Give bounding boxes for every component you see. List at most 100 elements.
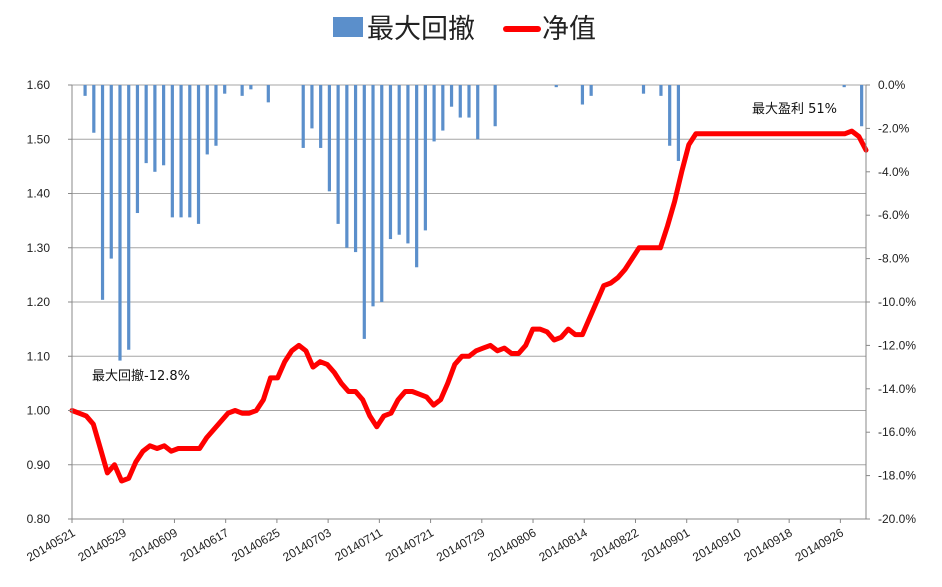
drawdown-bar <box>345 85 349 248</box>
drawdown-bar <box>449 85 454 107</box>
drawdown-bar <box>441 85 445 131</box>
drawdown-bar <box>319 85 323 148</box>
x-tick-label: 20140529 <box>75 525 129 564</box>
drawdown-bar <box>327 85 331 192</box>
drawdown-bar <box>153 85 157 172</box>
drawdown-bar <box>371 85 375 307</box>
drawdown-bar <box>493 85 497 127</box>
x-tick-label: 20140918 <box>741 525 795 564</box>
drawdown-bar <box>205 85 209 155</box>
x-tick-label: 20140521 <box>24 525 78 564</box>
drawdown-bars <box>83 85 864 361</box>
x-tick-label: 20140926 <box>793 525 847 564</box>
right-tick-label: -6.0% <box>878 208 910 222</box>
drawdown-bar <box>676 85 681 161</box>
x-tick-label: 20140703 <box>280 525 334 564</box>
left-tick-label: 0.80 <box>27 512 51 526</box>
drawdown-bar <box>127 85 131 350</box>
x-tick-label: 20140814 <box>537 525 591 564</box>
drawdown-bar <box>162 85 166 166</box>
x-tick-label: 20140721 <box>383 525 437 564</box>
drawdown-bar <box>432 85 436 142</box>
drawdown-bar <box>109 85 113 259</box>
drawdown-bar <box>388 85 393 240</box>
x-tick-label: 20140625 <box>229 525 283 564</box>
legend-drawdown-swatch <box>333 17 363 37</box>
drawdown-bar <box>659 85 663 96</box>
left-tick-label: 1.40 <box>27 187 51 201</box>
drawdown-bar <box>310 85 314 129</box>
drawdown-bar <box>301 85 305 148</box>
drawdown-bar <box>589 85 593 96</box>
right-tick-label: -20.0% <box>878 512 916 526</box>
x-tick-label: 20140806 <box>485 525 539 564</box>
x-tick-label: 20140609 <box>127 525 181 564</box>
drawdown-bar <box>223 85 227 94</box>
drawdown-bar <box>249 85 253 90</box>
left-tick-label: 1.60 <box>27 78 51 92</box>
right-tick-label: -4.0% <box>878 165 910 179</box>
right-tick-label: -18.0% <box>878 469 916 483</box>
x-tick-label: 20140901 <box>639 525 693 564</box>
drawdown-bar <box>188 85 192 218</box>
drawdown-bar <box>214 85 218 146</box>
drawdown-bar <box>196 85 201 224</box>
drawdown-bar <box>100 85 105 300</box>
drawdown-bar <box>118 85 122 361</box>
x-axis-tick-labels: 2014052120140529201406092014061720140625… <box>24 525 846 564</box>
nav-line <box>69 128 869 484</box>
right-tick-label: 0.0% <box>878 78 906 92</box>
drawdown-bar <box>467 85 471 118</box>
annotation-max-profit: 最大盈利 51% <box>752 102 837 117</box>
axes <box>68 84 870 523</box>
right-tick-label: -8.0% <box>878 252 910 266</box>
drawdown-bar <box>362 85 366 339</box>
right-tick-label: -10.0% <box>878 295 916 309</box>
drawdown-bar <box>554 85 558 88</box>
drawdown-bar <box>380 85 384 302</box>
nav-line-group <box>69 128 869 484</box>
x-tick-label: 20140910 <box>690 525 744 564</box>
drawdown-bar <box>92 85 96 133</box>
drawdown-bar <box>353 85 358 253</box>
drawdown-bar <box>458 85 462 118</box>
right-tick-label: -16.0% <box>878 425 916 439</box>
right-axis-tick-labels: 0.0% -2.0% -4.0% -6.0% -8.0% -10.0% -12.0% -14.… <box>878 78 916 526</box>
drawdown-bar <box>336 85 340 224</box>
right-tick-label: -2.0% <box>878 121 910 135</box>
drawdown-bar <box>179 85 183 218</box>
drawdown-bar <box>580 85 585 105</box>
drawdown-bar <box>842 85 846 88</box>
legend: 最大回撤 净值 <box>333 14 596 45</box>
left-axis-tick-labels: 0.80 0.90 1.00 1.10 1.20 1.30 1.40 1.50 1.60 <box>27 78 51 526</box>
x-tick-label: 20140729 <box>434 525 488 564</box>
legend-drawdown-label: 最大回撤 <box>367 14 475 45</box>
drawdown-bar <box>423 85 427 231</box>
drawdown-bar <box>415 85 419 268</box>
drawdown-bar <box>476 85 480 140</box>
left-tick-label: 1.10 <box>27 349 51 363</box>
annotation-max-drawdown: 最大回撤-12.8% <box>92 368 190 384</box>
left-tick-label: 1.50 <box>27 132 51 146</box>
x-tick-label: 20140617 <box>178 525 232 564</box>
legend-nav-label: 净值 <box>542 14 596 45</box>
drawdown-bar <box>83 85 87 96</box>
left-tick-label: 1.00 <box>27 404 51 418</box>
x-tick-label: 20140822 <box>588 525 642 564</box>
drawdown-bar <box>135 85 140 214</box>
drawdown-bar <box>668 85 672 146</box>
drawdown-bar <box>397 85 401 235</box>
drawdown-bar <box>406 85 410 244</box>
drawdown-bar <box>170 85 174 218</box>
drawdown-bar <box>641 85 646 94</box>
right-tick-label: -14.0% <box>878 382 916 396</box>
drawdown-bar <box>266 85 270 103</box>
drawdown-bar <box>860 85 864 127</box>
drawdown-bar <box>240 85 244 96</box>
left-tick-label: 1.30 <box>27 241 51 255</box>
left-tick-label: 1.20 <box>27 295 51 309</box>
x-tick-label: 20140711 <box>332 525 385 564</box>
drawdown-bar <box>144 85 148 164</box>
right-tick-label: -12.0% <box>878 338 916 352</box>
